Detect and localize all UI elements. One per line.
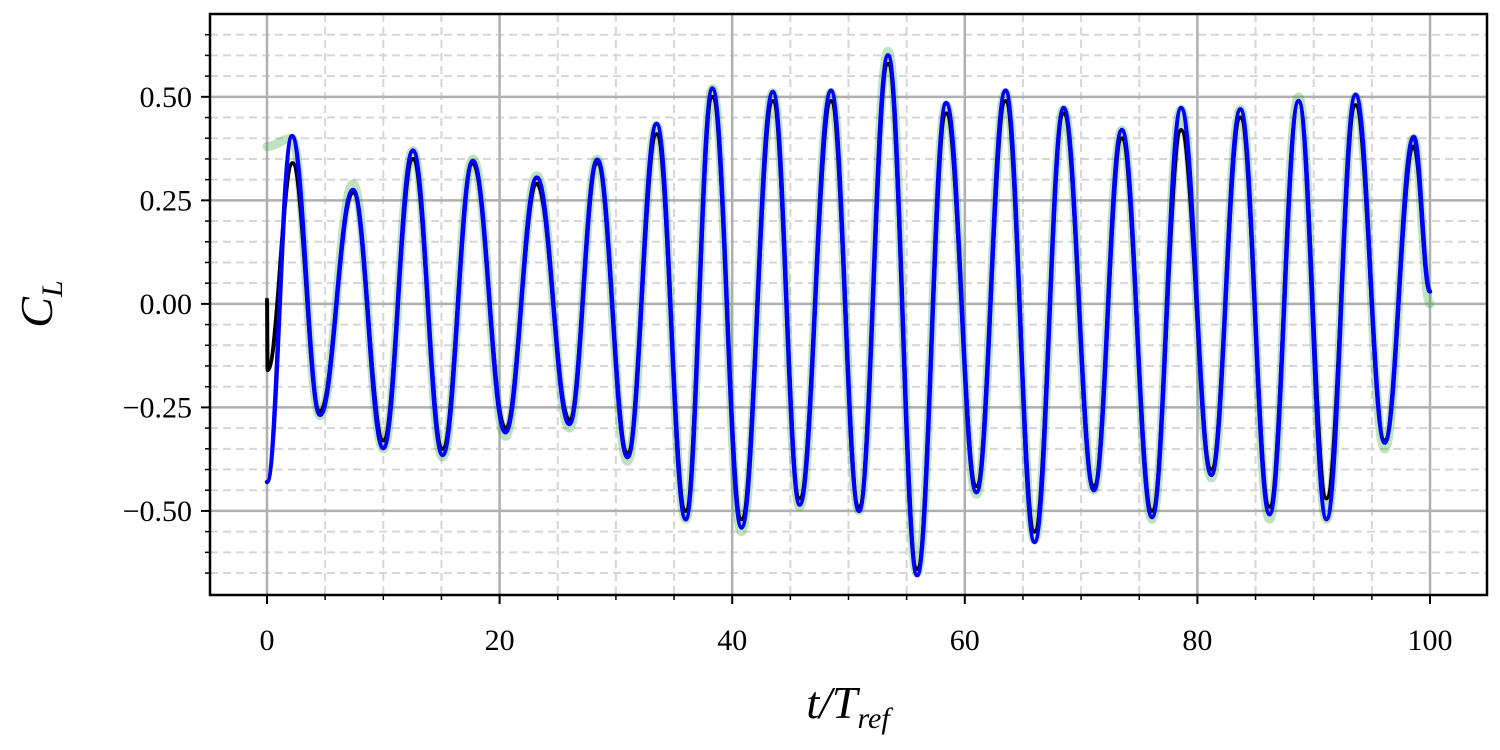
plot-frame — [208, 12, 1489, 597]
x-tick-label: 0 — [259, 624, 274, 657]
x-tick-label: 60 — [950, 624, 980, 657]
y-axis-label-sub: L — [36, 280, 69, 298]
x-tick-label: 20 — [485, 624, 515, 657]
x-tick-label: 100 — [1408, 624, 1453, 657]
y-tick-label: 0.50 — [140, 81, 193, 114]
y-tick-label: 0.25 — [140, 184, 193, 217]
x-axis-label: t/Tref — [806, 677, 893, 735]
x-axis-label-sub: ref — [857, 702, 893, 735]
x-axis-label-main: t/T — [806, 677, 861, 728]
series-line — [264, 53, 1433, 578]
x-tick-label: 40 — [717, 624, 747, 657]
y-axis-label: CL — [11, 280, 69, 327]
y-tick-label: −0.25 — [123, 391, 192, 424]
y-tick-label: −0.50 — [123, 495, 192, 528]
y-axis-label-main: C — [11, 296, 62, 328]
axes: 0 20 40 60 80 100 −0.50 −0.25 0.00 0.25 0.50 — [123, 12, 1489, 657]
plot-lines — [262, 46, 1435, 578]
y-tick-label: 0.00 — [140, 288, 193, 321]
x-tick-label: 80 — [1182, 624, 1212, 657]
